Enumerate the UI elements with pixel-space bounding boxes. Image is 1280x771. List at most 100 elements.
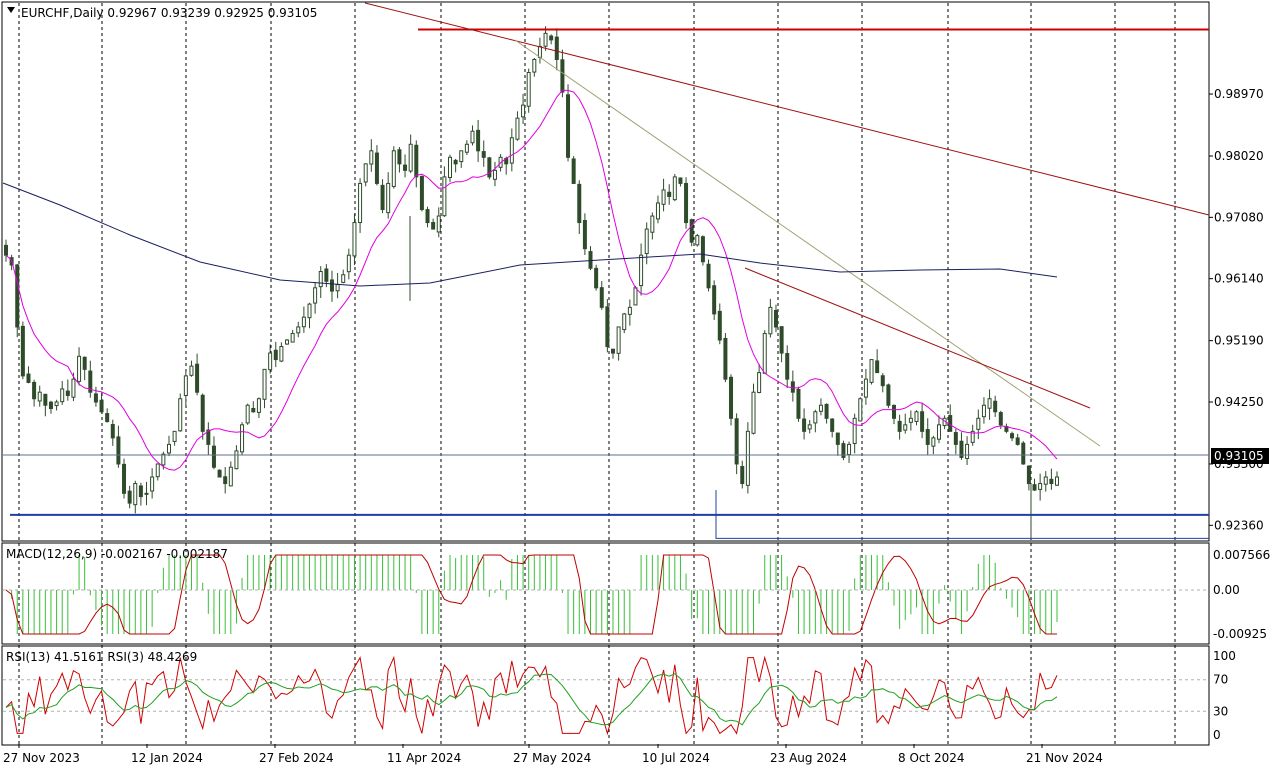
collapse-triangle-icon[interactable] xyxy=(7,7,15,13)
candle-body xyxy=(959,440,964,458)
candle-body xyxy=(273,349,278,361)
candle-body xyxy=(616,326,621,354)
candle-body xyxy=(335,284,340,292)
candle-body xyxy=(93,393,98,403)
candle-body xyxy=(1015,437,1020,445)
candle-body xyxy=(892,404,897,419)
macd-panel-frame xyxy=(1,542,1210,645)
candle-body xyxy=(155,463,160,478)
candle-body xyxy=(571,158,576,184)
candle-body xyxy=(110,424,115,439)
candle-body xyxy=(1049,478,1054,485)
candle-body xyxy=(661,189,666,205)
candle-body xyxy=(48,401,53,410)
candle-body xyxy=(599,287,604,308)
candle-body xyxy=(99,399,104,413)
candle-body xyxy=(751,391,756,434)
candle-body xyxy=(908,417,913,423)
candle-body xyxy=(346,254,351,273)
rsi-header: RSI(13) 41.5161 RSI(3) 48.4269 xyxy=(6,650,197,664)
candle-body xyxy=(914,411,919,422)
rsi-tick-label: 70 xyxy=(1213,673,1228,687)
x-tick-label: 21 Nov 2024 xyxy=(1026,751,1103,765)
candle-body xyxy=(594,267,599,289)
candle-body xyxy=(60,388,65,403)
candle-body xyxy=(329,279,334,292)
candle-body xyxy=(622,313,627,331)
candle-body xyxy=(419,175,424,211)
candle-body xyxy=(43,393,48,406)
candle-body xyxy=(650,215,655,233)
candle-body xyxy=(549,35,554,41)
moving-average-long xyxy=(2,182,1058,287)
candle-body xyxy=(706,263,711,289)
candle-body xyxy=(313,287,318,304)
candle-body xyxy=(610,348,615,354)
candle-body xyxy=(993,400,998,413)
trend-line-light xyxy=(514,39,1101,447)
y-tick-label: 0.92360 xyxy=(1214,518,1264,532)
candle-body xyxy=(886,384,891,406)
candle-body xyxy=(307,303,312,319)
candle-body xyxy=(408,143,413,172)
candle-body xyxy=(785,353,790,380)
candle-body xyxy=(116,436,121,465)
candle-body xyxy=(1032,484,1037,491)
candle-body xyxy=(1043,476,1048,485)
y-tick-label: 0.96140 xyxy=(1214,272,1264,286)
candle-body xyxy=(965,443,970,459)
x-tick-label: 27 May 2024 xyxy=(513,751,591,765)
candle-body xyxy=(425,209,430,224)
candle-body xyxy=(779,326,784,354)
candle-body xyxy=(414,144,419,178)
candle-body xyxy=(374,152,379,184)
candle-body xyxy=(655,202,660,220)
candle-body xyxy=(639,254,644,287)
candle-body xyxy=(262,368,267,400)
candle-body xyxy=(925,429,930,445)
candle-body xyxy=(998,412,1003,426)
candle-body xyxy=(391,150,396,187)
candle-body xyxy=(757,372,762,394)
candle-body xyxy=(1026,465,1031,485)
candle-body xyxy=(195,363,200,393)
candle-body xyxy=(37,391,42,402)
candle-body xyxy=(841,443,846,458)
macd-indicator: 0.007566 0.00 -0.00925 xyxy=(3,548,1270,641)
candle-body xyxy=(734,418,739,465)
candle-body xyxy=(678,177,683,184)
candle-body xyxy=(369,150,374,165)
candle-body xyxy=(122,463,127,494)
candle-body xyxy=(448,156,453,179)
candle-body xyxy=(481,151,486,158)
rsi-slow-line xyxy=(5,673,1058,726)
candle-body xyxy=(532,58,537,73)
y-tick-label: 0.97080 xyxy=(1214,210,1264,224)
support-line-thin xyxy=(715,490,1209,539)
candle-body xyxy=(543,32,548,47)
candle-body xyxy=(695,235,700,246)
candle-body xyxy=(667,191,672,197)
rsi-panel-frame xyxy=(1,645,1210,746)
candle-body xyxy=(790,381,795,393)
candle-body xyxy=(566,94,571,158)
candle-body xyxy=(729,376,734,419)
candle-body xyxy=(245,404,250,424)
candle-body xyxy=(26,373,31,383)
candle-body xyxy=(386,182,391,214)
candle-body xyxy=(903,424,908,431)
candle-body xyxy=(987,398,992,409)
candle-body xyxy=(773,309,778,328)
candle-body xyxy=(431,222,436,230)
candle-body xyxy=(863,378,868,398)
rsi-indicator: 100 70 30 0 xyxy=(3,649,1236,742)
candle-body xyxy=(852,417,857,445)
candle-body xyxy=(32,381,37,400)
candle-body xyxy=(127,490,132,504)
current-price-tag xyxy=(1211,448,1269,464)
candle-body xyxy=(363,163,368,183)
candle-body xyxy=(509,137,514,164)
candle-body xyxy=(762,332,767,374)
candle-body xyxy=(582,220,587,250)
